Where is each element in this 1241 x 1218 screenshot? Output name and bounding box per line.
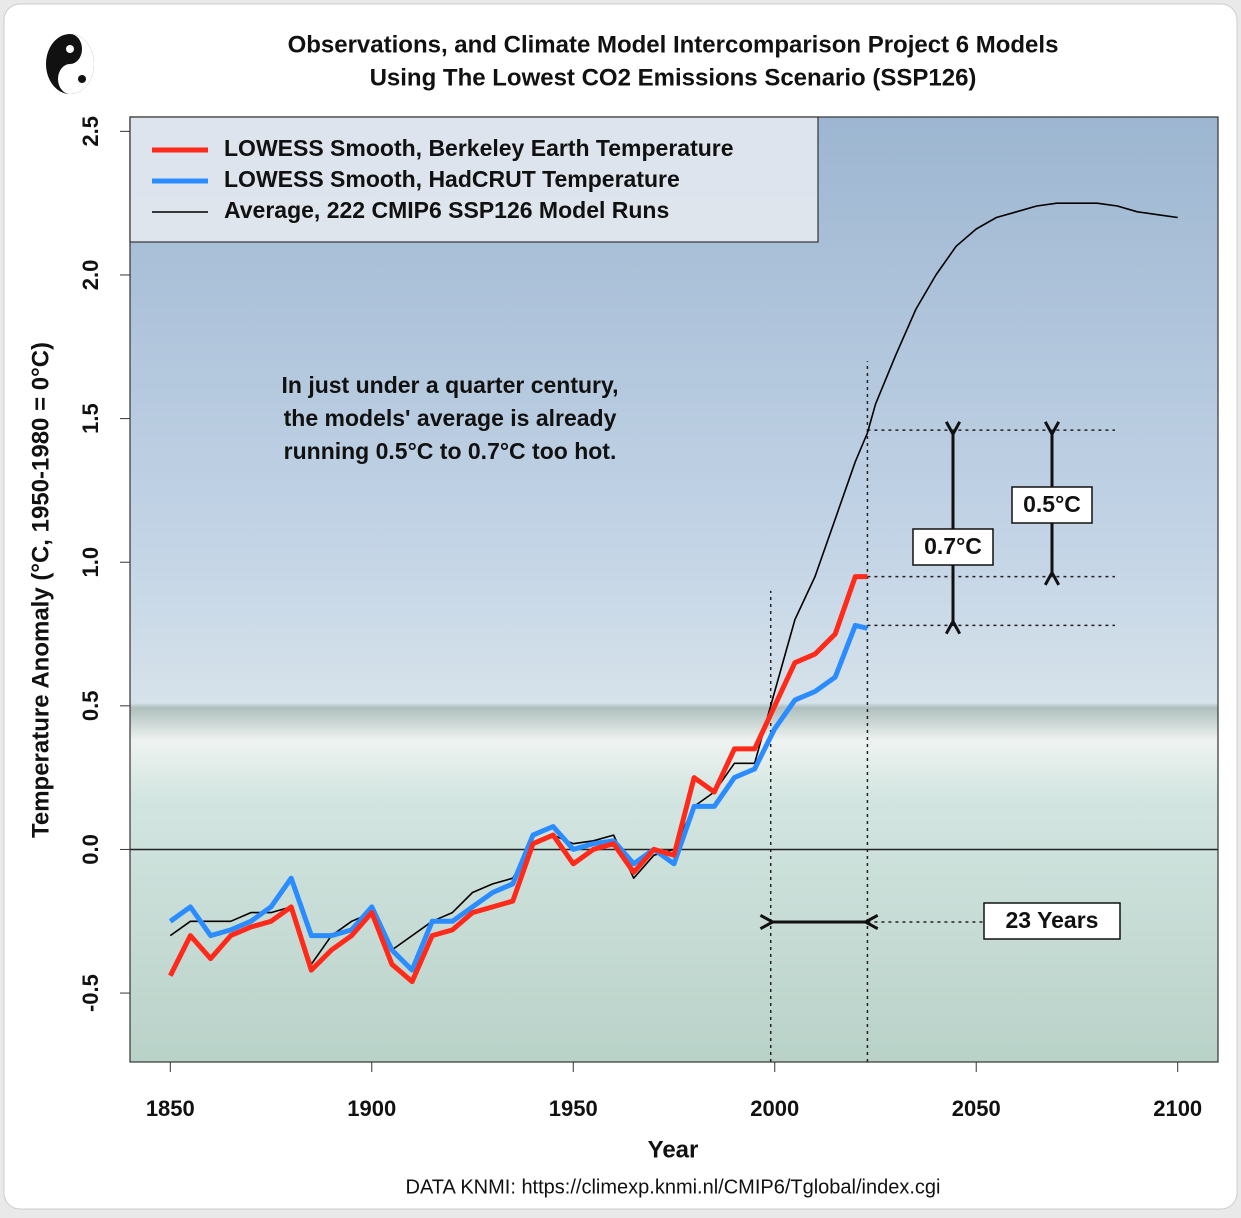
callout-label: 0.7°C	[924, 533, 982, 559]
legend-label: LOWESS Smooth, Berkeley Earth Temperatur…	[224, 135, 734, 161]
x-tick-label: 2000	[750, 1096, 799, 1121]
y-tick-label: 1.0	[78, 547, 103, 578]
callout-label: 0.5°C	[1023, 491, 1081, 517]
arrow-head	[944, 618, 962, 635]
y-tick-label: 0.5	[78, 691, 103, 722]
callout-box	[1011, 486, 1093, 524]
arrow-head	[862, 913, 879, 931]
x-tick-label: 1950	[549, 1096, 598, 1121]
y-tick-label: 2.5	[78, 116, 103, 147]
callout-box	[912, 528, 994, 566]
x-tick-label: 1850	[146, 1096, 195, 1121]
x-tick-label: 2100	[1153, 1096, 1202, 1121]
annotation: running 0.5°C to 0.7°C too hot.	[284, 438, 617, 464]
x-tick-label: 2050	[952, 1096, 1001, 1121]
source-note: DATA KNMI: https://climexp.knmi.nl/CMIP6…	[406, 1176, 941, 1198]
chart-title: Observations, and Climate Model Intercom…	[288, 31, 1059, 58]
annotation: the models' average is already	[284, 405, 617, 431]
arrow-head	[1043, 569, 1061, 586]
chart-subtitle: Using The Lowest CO2 Emissions Scenario …	[370, 64, 977, 91]
x-axis-label: Year	[648, 1136, 699, 1163]
legend-label: Average, 222 CMIP6 SSP126 Model Runs	[224, 197, 669, 223]
callout-label: 23 Years	[1006, 907, 1099, 933]
callout-box	[983, 902, 1121, 940]
series-line	[168, 622, 868, 973]
y-tick-label: 1.5	[78, 403, 103, 434]
y-tick-label: -0.5	[78, 974, 103, 1012]
logo	[46, 34, 94, 94]
series-line	[168, 574, 868, 985]
arrow-head	[944, 421, 962, 438]
annotation: In just under a quarter century,	[282, 372, 619, 398]
arrow-head	[1043, 421, 1061, 438]
y-axis-label: Temperature Anomaly (°C, 1950-1980 = 0°C…	[27, 342, 54, 838]
y-tick-label: 0.0	[78, 834, 103, 865]
legend-label: LOWESS Smooth, HadCRUT Temperature	[224, 166, 680, 192]
arrow-head	[759, 913, 776, 931]
x-tick-label: 1900	[347, 1096, 396, 1121]
legend-box	[129, 116, 819, 243]
y-tick-label: 2.0	[78, 260, 103, 291]
